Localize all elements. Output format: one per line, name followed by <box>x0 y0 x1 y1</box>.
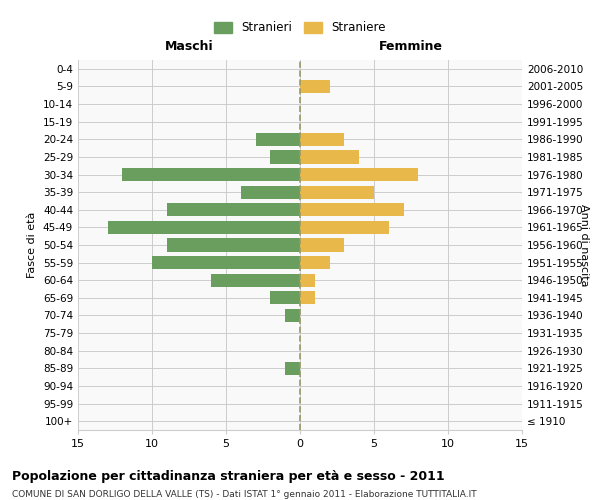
Bar <box>285 362 300 375</box>
Text: Popolazione per cittadinanza straniera per età e sesso - 2011: Popolazione per cittadinanza straniera p… <box>12 470 445 483</box>
Bar <box>300 150 359 164</box>
Bar <box>300 291 315 304</box>
Bar <box>300 221 389 234</box>
Bar <box>122 168 300 181</box>
Bar <box>107 221 300 234</box>
Legend: Stranieri, Straniere: Stranieri, Straniere <box>211 18 389 38</box>
Bar <box>285 309 300 322</box>
Bar <box>271 291 300 304</box>
Bar <box>300 256 329 269</box>
Y-axis label: Fasce di età: Fasce di età <box>28 212 37 278</box>
Bar <box>211 274 300 287</box>
Bar <box>300 168 418 181</box>
Bar <box>300 238 344 252</box>
Bar <box>152 256 300 269</box>
Bar <box>167 203 300 216</box>
Bar <box>256 132 300 146</box>
Text: COMUNE DI SAN DORLIGO DELLA VALLE (TS) - Dati ISTAT 1° gennaio 2011 - Elaborazio: COMUNE DI SAN DORLIGO DELLA VALLE (TS) -… <box>12 490 476 499</box>
Y-axis label: Anni di nascita: Anni di nascita <box>579 204 589 286</box>
Bar <box>300 203 404 216</box>
Bar <box>300 274 315 287</box>
Bar <box>271 150 300 164</box>
Bar <box>300 80 329 93</box>
Bar <box>300 186 374 198</box>
Bar <box>241 186 300 198</box>
Bar <box>300 132 344 146</box>
Text: Maschi: Maschi <box>164 40 214 52</box>
Bar <box>167 238 300 252</box>
Text: Femmine: Femmine <box>379 40 443 52</box>
